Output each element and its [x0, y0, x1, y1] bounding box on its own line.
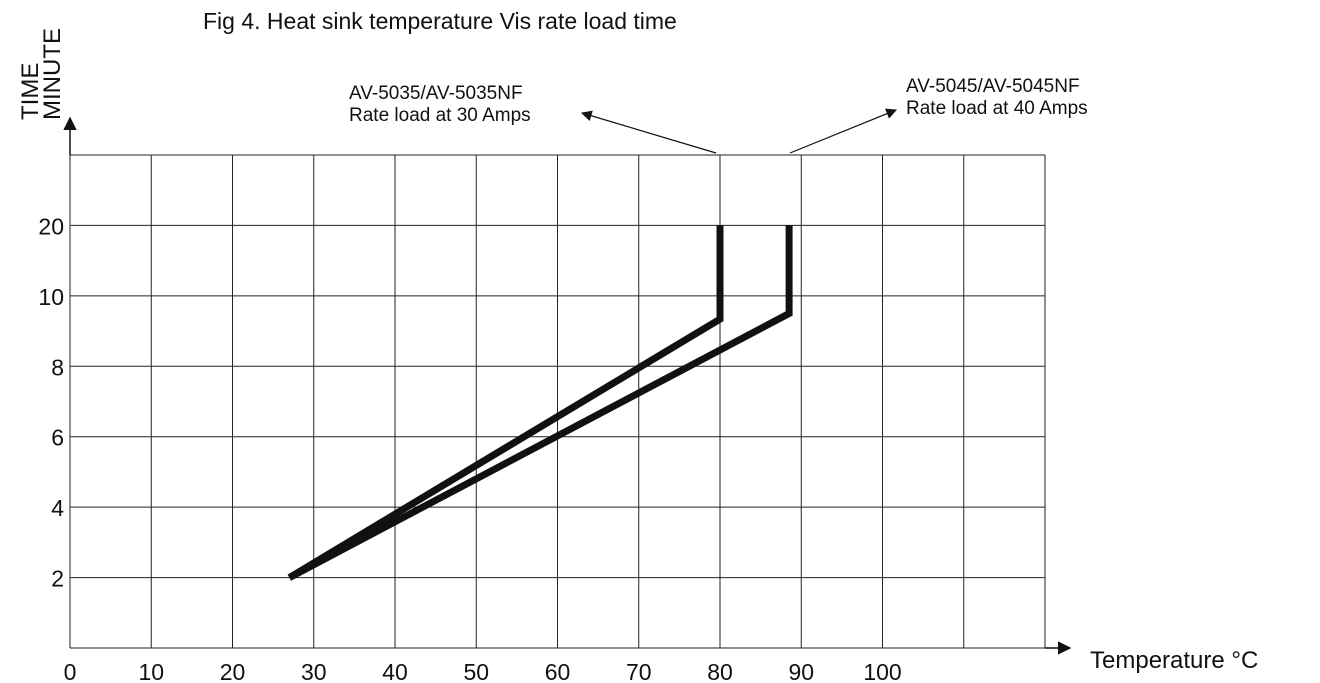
y-tick-label: 4 [51, 495, 64, 521]
x-tick-label: 0 [64, 659, 77, 683]
series-line-av-5035 [287, 225, 724, 581]
series-line-av-5045 [287, 225, 793, 581]
x-tick-label: 40 [382, 659, 408, 683]
x-tick-label: 70 [626, 659, 652, 683]
x-tick-labels: 0 10 20 30 40 50 60 70 80 90 100 [64, 659, 902, 683]
x-axis-label: Temperature °C [1090, 647, 1258, 674]
annotation-arrow-av-5045 [789, 108, 898, 154]
y-tick-label: 8 [51, 354, 64, 380]
annotation-arrow-av-5035 [580, 110, 717, 154]
y-tick-labels: 2 4 6 8 10 20 [38, 213, 64, 591]
x-tick-label: 60 [545, 659, 571, 683]
x-tick-label: 10 [138, 659, 164, 683]
y-axis-label-minute: MINUTE [39, 28, 66, 120]
annotation-av-5035-model: AV-5035/AV-5035NF [349, 83, 523, 104]
x-tick-label: 20 [220, 659, 246, 683]
annotation-av-5035-load: Rate load at 30 Amps [349, 105, 531, 126]
y-tick-label: 20 [38, 213, 64, 239]
x-tick-label: 50 [463, 659, 489, 683]
x-tick-label: 90 [788, 659, 814, 683]
y-tick-label: 6 [51, 425, 64, 451]
chart-title: Fig 4. Heat sink temperature Vis rate lo… [203, 8, 677, 34]
grid [69, 154, 1046, 649]
y-tick-label: 10 [38, 284, 64, 310]
y-axis-label-time: TIME [17, 63, 44, 120]
y-tick-label: 2 [51, 566, 64, 592]
x-tick-label: 100 [863, 659, 901, 683]
x-tick-label: 30 [301, 659, 327, 683]
annotation-av-5045-load: Rate load at 40 Amps [906, 98, 1088, 119]
annotation-av-5045-model: AV-5045/AV-5045NF [906, 76, 1080, 97]
x-tick-label: 80 [707, 659, 733, 683]
